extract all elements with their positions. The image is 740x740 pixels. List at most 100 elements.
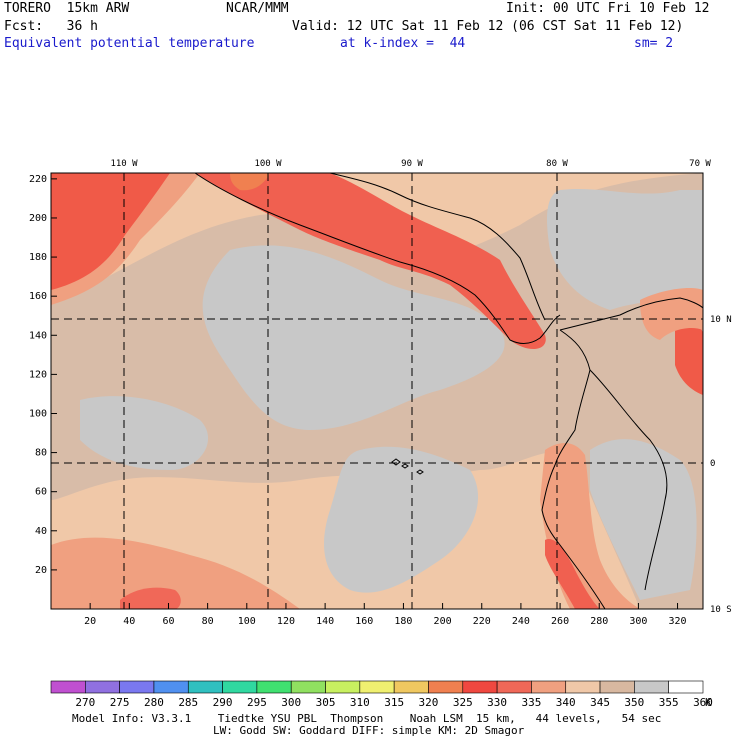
x-tick-label: 200 [434,616,452,627]
field-band-330-carib [675,324,703,395]
tick-marks [51,178,679,609]
colorbar-swatch [496,680,532,694]
model-info-line2: LW: Godd SW: Goddard DIFF: simple KM: 2D… [213,724,525,737]
graticule [51,173,703,609]
colorbar-swatch [256,680,292,694]
x-tick-label: 140 [316,616,334,627]
colorbar-swatch [222,680,258,694]
colorbar-label: 270 [75,696,95,709]
colorbar-swatch [50,680,86,694]
y-tick-label: 60 [35,487,47,498]
y-tick-label: 20 [35,565,47,576]
smoothing-info: sm= 2 [634,36,674,51]
y-tick-label: 200 [29,213,47,224]
colorbar-label: 340 [556,696,576,709]
colorbar-label: 345 [590,696,610,709]
colorbar-label: 275 [110,696,130,709]
x-tick-label: 320 [669,616,687,627]
map-field [51,173,703,609]
x-tick-label: 60 [162,616,174,627]
longitude-label: 110 W [110,159,138,169]
colorbar-label: 300 [281,696,301,709]
x-tick-label: 220 [473,616,491,627]
coastlines [194,173,703,609]
center-name: NCAR/MMM [226,1,289,16]
x-tick-label: 160 [355,616,373,627]
x-tick-label: 260 [551,616,569,627]
field-band-330-coast [195,173,546,350]
colorbar-label: 280 [144,696,164,709]
colorbar-label: 335 [521,696,541,709]
y-tick-label: 180 [29,252,47,263]
colorbar: 270 275 280 285 290 295 300 305 310 315 320 325 330 3… [50,680,713,709]
colorbar-swatch [668,680,704,694]
field-band-350-e [80,396,209,470]
field-band-350-b [324,446,479,593]
colorbar-swatch [153,680,189,694]
model-name: TORERO 15km ARW [4,1,130,16]
colorbar-swatch [565,680,601,694]
colorbar-label: 320 [419,696,439,709]
plot-frame [50,172,704,610]
longitude-label: 80 W [546,159,568,169]
y-tick-label: 80 [35,448,47,459]
x-tick-label: 280 [590,616,608,627]
valid-time: Valid: 12 UTC Sat 11 Feb 12 (06 CST Sat … [292,19,684,34]
galapagos-islands [391,458,424,475]
colorbar-swatch [393,680,429,694]
colorbar-swatch [290,680,326,694]
colorbar-label: 285 [178,696,198,709]
colorbar-label: 330 [487,696,507,709]
field-band-350-d [590,439,697,600]
colorbar-swatch [428,680,464,694]
x-tick-label: 120 [277,616,295,627]
field-band-325-coast [230,173,270,191]
colorbar-swatch [85,680,120,694]
longitude-label: 70 W [689,159,711,169]
x-tick-label: 180 [394,616,412,627]
field-band-335-carib [640,288,703,340]
longitude-label: 100 W [254,159,282,169]
tick-labels: 20 40 60 80 100 120 140 160 180 200 220 240 260 280 30… [29,159,732,627]
colorbar-swatch [325,680,361,694]
y-tick-label: 40 [35,526,47,537]
colorbar-swatch [187,680,223,694]
country-borders [589,369,668,591]
init-time: Init: 00 UTC Fri 10 Feb 12 [506,1,710,16]
colorbar-label: 305 [316,696,336,709]
colorbar-label: 325 [453,696,473,709]
colorbar-unit: K [705,696,712,709]
colorbar-swatch [634,680,669,694]
y-tick-label: 140 [29,330,47,341]
x-tick-label: 100 [238,616,256,627]
colorbar-label: 350 [624,696,644,709]
colorbar-swatch [599,680,635,694]
field-band-350-a [202,245,505,430]
y-tick-label: 100 [29,408,47,419]
latitude-label: 0 [710,459,715,469]
x-tick-label: 300 [629,616,647,627]
field-band-330-peru [545,539,600,609]
colorbar-label: 290 [213,696,233,709]
x-tick-label: 20 [84,616,96,627]
x-tick-label: 240 [512,616,530,627]
coastline-mexico-central-america [194,173,561,344]
coastline-yucatan [329,173,546,321]
y-tick-label: 160 [29,291,47,302]
colorbar-label: 360 [693,696,713,709]
colorbar-label: 295 [247,696,267,709]
coastline-south-america-north [559,297,703,331]
colorbar-swatch [531,680,567,694]
model-info-line1: Model Info: V3.3.1 Tiedtke YSU PBL Thomp… [72,712,662,725]
x-tick-label: 80 [202,616,214,627]
x-tick-label: 40 [123,616,135,627]
colorbar-swatch [359,680,395,694]
field-band-350-c [547,188,703,310]
colorbar-label: 355 [659,696,679,709]
latitude-label: 10 S [710,605,732,615]
latitude-label: 10 N [710,315,732,325]
forecast-hour: Fcst: 36 h [4,19,98,34]
y-tick-label: 120 [29,369,47,380]
field-band-330-sw [120,587,181,609]
